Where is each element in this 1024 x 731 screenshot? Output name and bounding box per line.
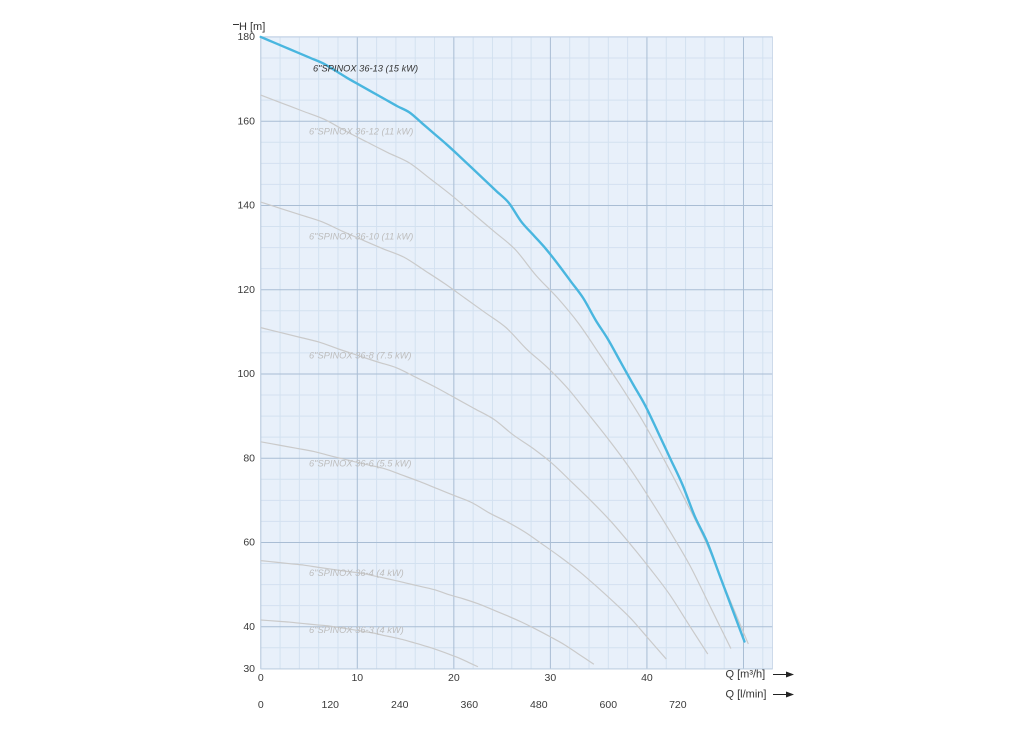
svg-text:10: 10: [351, 672, 363, 684]
svg-text:720: 720: [669, 699, 687, 711]
svg-text:240: 240: [391, 699, 409, 711]
svg-text:0: 0: [258, 699, 264, 711]
svg-text:60: 60: [243, 537, 255, 549]
svg-text:6"SPINOX 36-10 (11 kW): 6"SPINOX 36-10 (11 kW): [309, 232, 413, 242]
svg-text:100: 100: [237, 368, 255, 380]
svg-text:600: 600: [600, 699, 618, 711]
svg-text:120: 120: [321, 699, 339, 711]
svg-text:480: 480: [530, 699, 548, 711]
svg-text:H [m]: H [m]: [239, 21, 265, 33]
svg-text:20: 20: [448, 672, 460, 684]
svg-text:40: 40: [243, 621, 255, 633]
svg-text:6"SPINOX 36-4 (4 kW): 6"SPINOX 36-4 (4 kW): [309, 568, 404, 578]
svg-text:160: 160: [237, 115, 255, 127]
svg-text:6"SPINOX 36-13 (15 kW): 6"SPINOX 36-13 (15 kW): [313, 64, 418, 74]
svg-text:140: 140: [237, 200, 255, 212]
svg-text:30: 30: [545, 672, 557, 684]
svg-text:360: 360: [461, 699, 479, 711]
svg-text:6"SPINOX 36-6 (5.5 kW): 6"SPINOX 36-6 (5.5 kW): [309, 459, 412, 469]
svg-text:80: 80: [243, 452, 255, 464]
svg-text:6"SPINOX 36-8 (7.5 kW): 6"SPINOX 36-8 (7.5 kW): [309, 351, 412, 361]
svg-text:0: 0: [258, 672, 264, 684]
svg-text:120: 120: [237, 284, 255, 296]
svg-text:30: 30: [243, 663, 255, 675]
svg-text:40: 40: [641, 672, 653, 684]
svg-text:Q [l/min]: Q [l/min]: [726, 689, 767, 701]
svg-text:6"SPINOX 36-3 (4 kW): 6"SPINOX 36-3 (4 kW): [309, 625, 404, 635]
svg-text:Q [m³/h]: Q [m³/h]: [726, 669, 766, 681]
svg-text:6"SPINOX 36-12 (11 kW): 6"SPINOX 36-12 (11 kW): [309, 127, 413, 137]
